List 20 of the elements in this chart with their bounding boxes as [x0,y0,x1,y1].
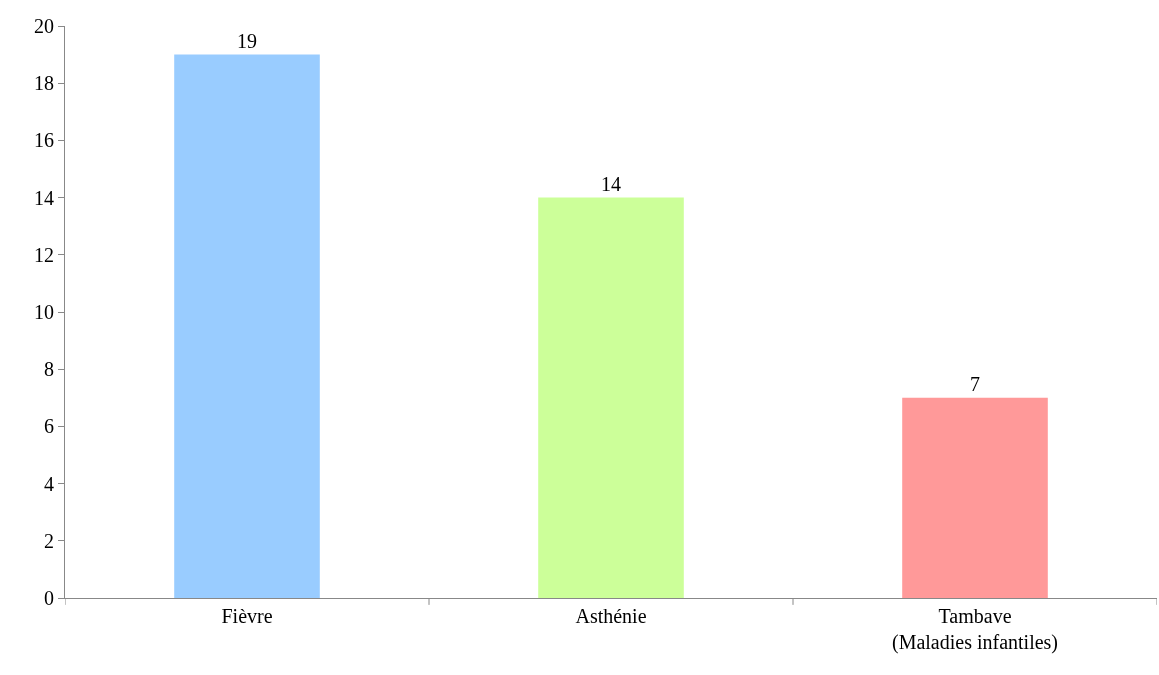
x-tick-label: Tambave (Maladies infantiles) [891,605,1059,654]
y-tick-label: 18 [34,72,54,95]
y-tick-label: 12 [34,243,54,266]
data-label: 19 [237,29,257,52]
bar [174,54,320,598]
y-tick-label: 10 [34,301,54,323]
bar [538,197,684,598]
y-tick-label: 6 [44,415,54,438]
y-tick-label: 4 [44,472,54,495]
data-label: 14 [601,172,621,195]
y-tick-label: 8 [44,358,54,381]
bar [902,397,1048,598]
y-tick-label: 20 [34,15,54,37]
data-label: 7 [970,372,980,395]
y-tick-label: 14 [34,186,54,209]
y-tick-label: 16 [34,129,54,152]
x-tick-label: Fièvre [221,605,273,627]
x-tick-label: Asthénie [575,605,647,627]
y-tick-label: 2 [44,529,54,552]
y-tick-label: 0 [44,587,54,609]
